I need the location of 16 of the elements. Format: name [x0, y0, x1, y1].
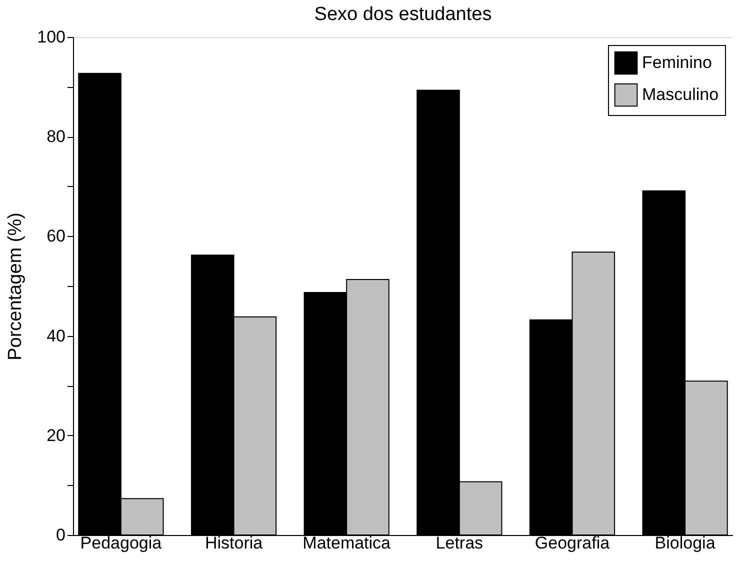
chart-title: Sexo dos estudantes — [314, 4, 492, 25]
legend-label: Feminino — [642, 53, 712, 72]
y-tick-label: 60 — [46, 226, 66, 246]
x-tick-label: Letras — [436, 534, 484, 552]
x-tick-label: Historia — [204, 534, 264, 552]
y-tick-label: 40 — [46, 326, 66, 346]
x-tick-label: Geografia — [534, 534, 610, 552]
x-tick-label: Matematica — [302, 534, 392, 552]
x-tick-label: Biologia — [654, 534, 716, 552]
y-tick-label: 100 — [37, 28, 66, 46]
y-axis-title: Porcentagem (%) — [5, 212, 26, 360]
y-tick-label: 0 — [56, 526, 66, 544]
y-tick-label: 20 — [46, 426, 66, 445]
x-tick-label: Pedagogia — [80, 534, 162, 552]
y-tick-label: 80 — [46, 127, 66, 146]
legend-label: Masculino — [642, 85, 719, 104]
